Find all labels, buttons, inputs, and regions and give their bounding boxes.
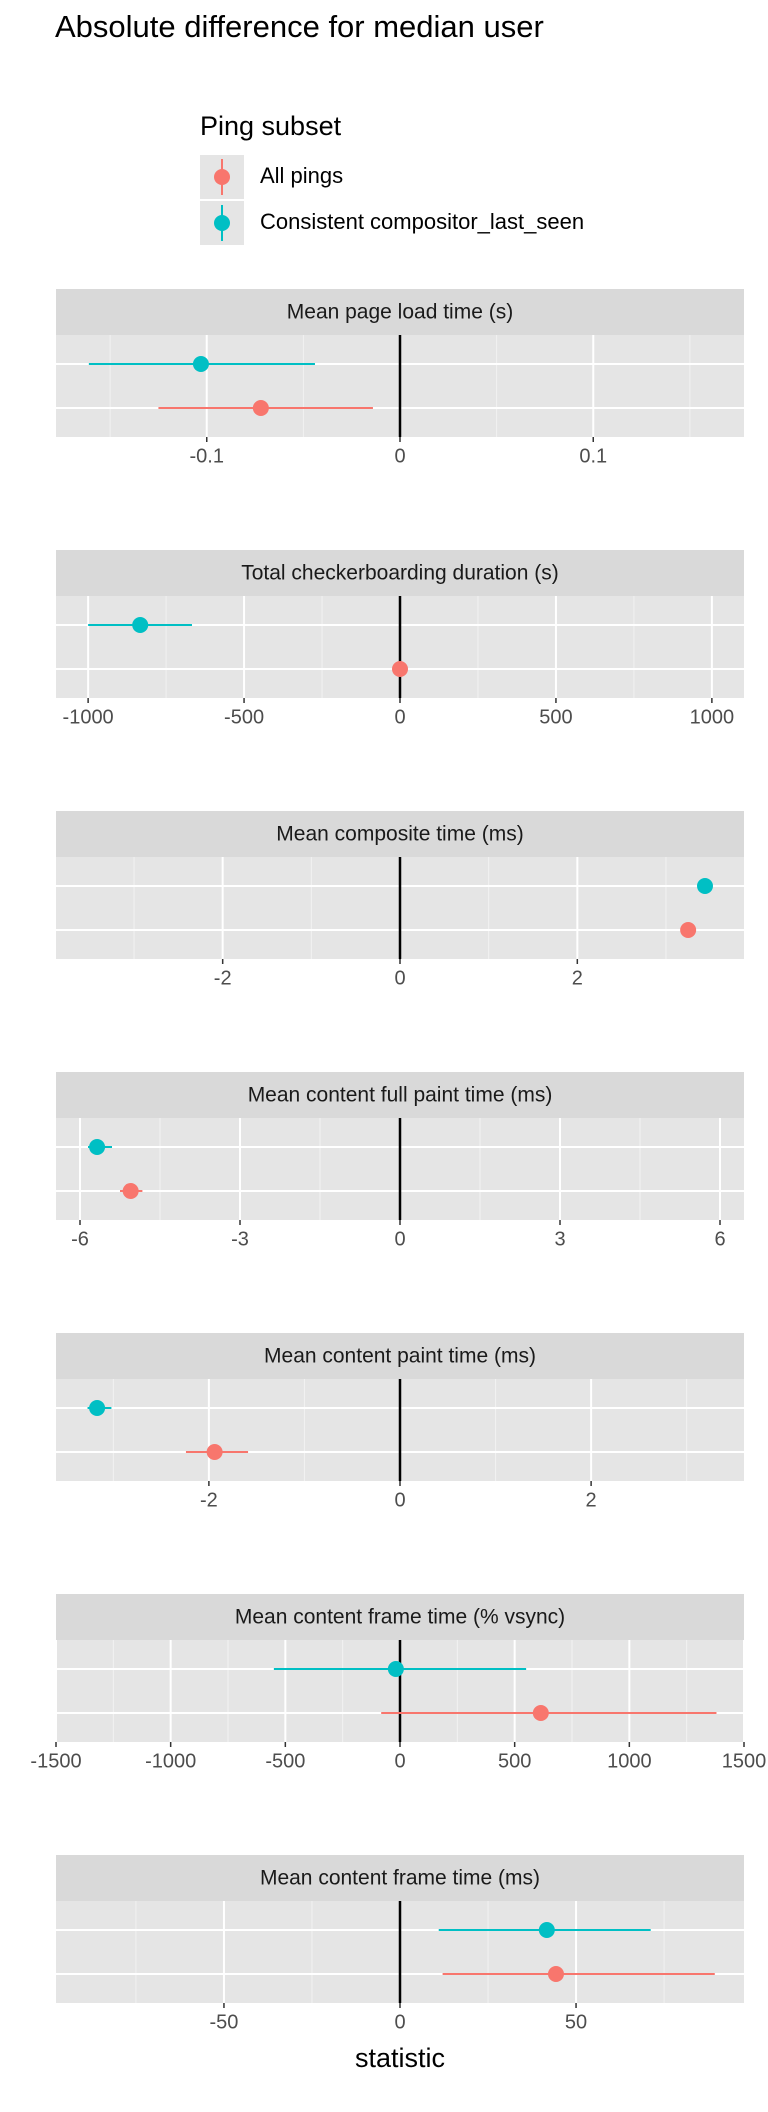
legend-label: Consistent compositor_last_seen <box>260 209 584 234</box>
strip-title: Mean content full paint time (ms) <box>248 1084 553 1107</box>
x-tick-label: 2 <box>572 967 583 989</box>
legend-key-point <box>214 215 230 231</box>
x-tick-label: -50 <box>209 2011 238 2033</box>
strip-title: Mean content frame time (ms) <box>260 1867 540 1890</box>
x-tick-label: -3 <box>231 1228 249 1250</box>
strip-bg <box>56 811 744 857</box>
x-tick-label: 1000 <box>690 706 735 728</box>
x-tick-label: 0 <box>394 706 405 728</box>
point <box>89 1139 106 1155</box>
x-tick-label: 1000 <box>607 1750 652 1772</box>
x-tick-label: -6 <box>71 1228 89 1250</box>
point <box>132 617 149 633</box>
strip-bg <box>56 1072 744 1118</box>
x-tick-label: -0.1 <box>190 445 224 467</box>
x-tick-label: -2 <box>214 967 232 989</box>
legend-label: All pings <box>260 163 343 188</box>
x-tick-label: 0 <box>394 445 405 467</box>
x-tick-label: -500 <box>224 706 264 728</box>
point <box>532 1705 549 1721</box>
x-tick-label: 0 <box>394 2011 405 2033</box>
point <box>547 1966 564 1982</box>
strip-bg <box>56 1855 744 1901</box>
x-tick-label: 6 <box>714 1228 725 1250</box>
x-tick-label: -2 <box>200 1489 218 1511</box>
x-tick-label: 0 <box>394 1228 405 1250</box>
point <box>192 356 209 372</box>
x-tick-label: 0.1 <box>579 445 607 467</box>
x-tick-label: 3 <box>554 1228 565 1250</box>
point <box>387 1661 404 1677</box>
strip-bg <box>56 1333 744 1379</box>
x-tick-label: 0 <box>394 967 405 989</box>
point <box>206 1444 223 1460</box>
x-tick-label: -500 <box>265 1750 305 1772</box>
strip-title: Mean content frame time (% vsync) <box>235 1606 565 1629</box>
x-axis-title: statistic <box>355 2043 445 2073</box>
point <box>680 922 697 938</box>
legend-title: Ping subset <box>200 111 342 141</box>
x-tick-label: 500 <box>539 706 572 728</box>
strip-title: Mean content paint time (ms) <box>264 1345 536 1368</box>
strip-bg <box>56 289 744 335</box>
strip-title: Total checkerboarding duration (s) <box>241 562 559 585</box>
chart-title: Absolute difference for median user <box>55 9 544 44</box>
point <box>122 1183 139 1199</box>
x-tick-label: 0 <box>394 1750 405 1772</box>
point <box>696 878 713 894</box>
strip-title: Mean composite time (ms) <box>276 823 523 846</box>
point <box>392 661 408 677</box>
strip-title: Mean page load time (s) <box>287 301 513 324</box>
point <box>89 1400 106 1416</box>
point <box>538 1922 555 1938</box>
x-tick-label: 2 <box>586 1489 597 1511</box>
strip-bg <box>56 550 744 596</box>
x-tick-label: -1000 <box>63 706 114 728</box>
x-tick-label: -1500 <box>30 1750 81 1772</box>
x-tick-label: 500 <box>498 1750 531 1772</box>
x-tick-label: -1000 <box>145 1750 196 1772</box>
legend-key-point <box>214 169 230 185</box>
x-tick-label: 0 <box>394 1489 405 1511</box>
point <box>252 400 269 416</box>
x-tick-label: 50 <box>565 2011 587 2033</box>
strip-bg <box>56 1594 744 1640</box>
x-tick-label: 1500 <box>722 1750 767 1772</box>
